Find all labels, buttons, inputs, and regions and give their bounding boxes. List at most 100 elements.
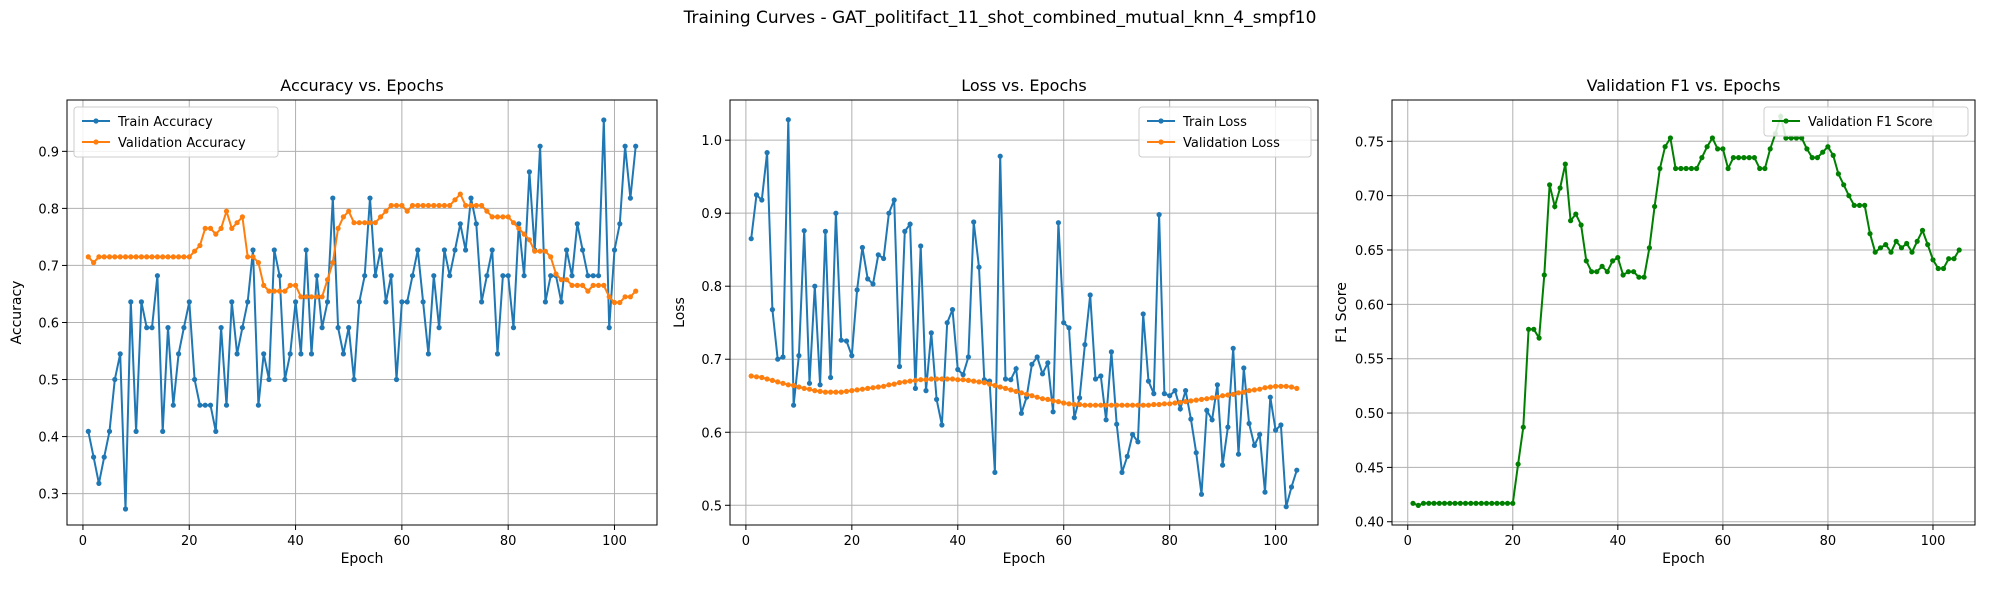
data-point (319, 294, 325, 300)
data-point (791, 402, 797, 408)
data-point (96, 254, 102, 260)
y-tick-label: 0.70 (1355, 190, 1384, 205)
data-point (1013, 388, 1019, 394)
data-point (165, 254, 171, 260)
data-point (1709, 135, 1715, 141)
y-axis-label: Loss (672, 297, 688, 328)
data-point (1055, 220, 1061, 226)
data-point (891, 381, 897, 387)
data-point (186, 299, 192, 305)
data-point (1241, 365, 1247, 371)
y-tick-label: 0.9 (701, 207, 722, 222)
data-point (1246, 388, 1252, 394)
data-point (912, 385, 919, 391)
data-point (176, 254, 182, 260)
data-point (1087, 292, 1093, 298)
data-point (308, 351, 315, 357)
x-tick-label: 80 (1820, 534, 1837, 549)
data-point (875, 252, 881, 258)
data-point (542, 248, 549, 254)
data-point (372, 220, 378, 226)
data-point (154, 273, 160, 279)
data-point (351, 220, 357, 226)
data-point (287, 282, 293, 288)
data-point (780, 380, 786, 386)
data-point (1130, 402, 1136, 408)
data-point (186, 254, 192, 260)
data-point (558, 299, 564, 305)
x-tick-label: 80 (1161, 534, 1178, 549)
data-point (1641, 274, 1647, 280)
data-point (1013, 366, 1019, 372)
data-point (822, 389, 829, 395)
data-point (1610, 258, 1616, 264)
data-point (817, 388, 823, 394)
data-point (595, 273, 602, 279)
data-point (1156, 401, 1162, 408)
data-point (420, 202, 426, 209)
data-point (1294, 385, 1300, 391)
data-point (1288, 384, 1295, 390)
legend-label: Train Loss (1182, 115, 1247, 130)
data-point (606, 294, 612, 300)
data-point (806, 386, 813, 392)
data-point (1103, 402, 1109, 408)
data-point (1177, 399, 1183, 405)
data-point (112, 376, 118, 383)
data-point (277, 288, 283, 294)
data-point (1804, 146, 1810, 152)
data-point (330, 195, 336, 201)
data-point (1257, 431, 1263, 438)
data-point (1935, 265, 1941, 272)
data-point (1793, 135, 1799, 141)
data-point (404, 208, 410, 214)
data-point (1278, 422, 1284, 428)
data-point (149, 254, 155, 260)
data-point (1757, 165, 1763, 172)
data-point (1172, 400, 1178, 406)
data-point (928, 376, 934, 382)
data-point (949, 307, 956, 313)
data-point (356, 299, 362, 305)
data-point (1188, 416, 1194, 422)
data-point (1098, 373, 1104, 379)
data-point (1177, 406, 1183, 412)
data-point (1039, 371, 1046, 377)
legend-marker (93, 118, 99, 124)
data-point (849, 353, 855, 359)
data-point (245, 299, 251, 305)
data-point (785, 382, 791, 388)
data-point (955, 377, 961, 383)
data-point (1103, 417, 1109, 423)
data-point (1604, 269, 1610, 275)
data-point (548, 254, 554, 260)
chart-2: 0 20 40 60 80 100 0.5 0.6 0.7 0.8 0.9 1.0 Loss vs. E… (672, 76, 1319, 567)
data-point (484, 273, 490, 279)
data-point (537, 143, 543, 149)
data-point (160, 428, 166, 434)
data-point (106, 428, 113, 434)
data-point (1883, 242, 1889, 248)
data-point (1151, 391, 1157, 397)
data-point (590, 282, 596, 288)
data-point (303, 294, 309, 300)
data-point (1018, 390, 1024, 396)
y-tick-label: 0.55 (1355, 353, 1384, 368)
data-point (436, 202, 442, 209)
chart-title: Validation F1 vs. Epochs (1587, 76, 1781, 95)
data-point (1573, 211, 1579, 217)
data-point (441, 202, 447, 209)
data-point (1273, 383, 1279, 389)
data-point (170, 254, 176, 260)
data-point (1050, 409, 1056, 415)
data-point (1452, 500, 1458, 506)
data-point (912, 377, 919, 383)
y-tick-label: 0.50 (1355, 407, 1384, 422)
x-tick-label: 100 (1921, 534, 1946, 549)
data-point (1825, 144, 1831, 150)
data-point (569, 273, 575, 279)
data-point (1531, 326, 1537, 332)
data-point (1856, 202, 1863, 208)
data-point (250, 247, 256, 253)
data-point (1161, 391, 1167, 397)
